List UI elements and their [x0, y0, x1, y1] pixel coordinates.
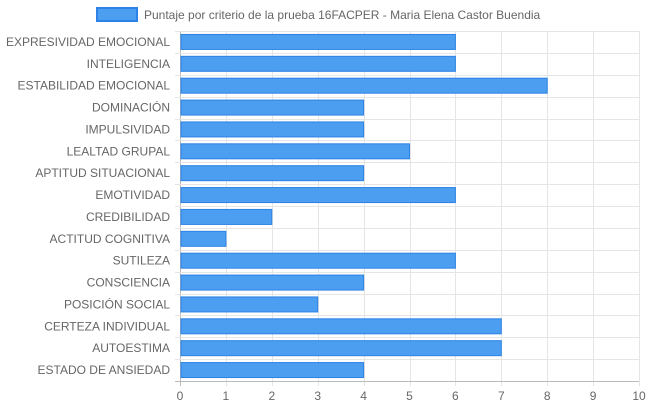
y-tick-label: POSICIÓN SOCIAL: [64, 296, 170, 311]
bar-11[interactable]: [180, 274, 365, 291]
y-tick-label: CONSCIENCIA: [87, 276, 170, 290]
y-tick-label: CERTEZA INDIVIDUAL: [44, 319, 170, 333]
y-tick-label: AUTOESTIMA: [92, 341, 170, 355]
bars: [180, 33, 548, 379]
y-tick-label: EXPRESIVIDAD EMOCIONAL: [6, 35, 170, 49]
x-tick-label: 3: [314, 389, 321, 403]
legend-swatch: [96, 7, 138, 22]
bar-5[interactable]: [180, 143, 410, 160]
x-tick-label: 7: [498, 389, 505, 403]
x-tick-label: 8: [544, 389, 551, 403]
y-tick-label: ESTADO DE ANSIEDAD: [38, 363, 171, 377]
y-tick-label: DOMINACIÓN: [92, 100, 170, 115]
bar-6[interactable]: [180, 165, 365, 182]
bar-15[interactable]: [180, 362, 365, 379]
x-tick-label: 0: [177, 389, 184, 403]
bar-8[interactable]: [180, 208, 273, 225]
bar-9[interactable]: [180, 230, 227, 247]
x-axis-labels: 0 1 2 3 4 5 6 7 8 9 10: [177, 389, 646, 403]
bar-13[interactable]: [180, 318, 502, 335]
bar-10[interactable]: [180, 252, 456, 269]
bar-2[interactable]: [180, 77, 548, 94]
x-tick-label: 9: [590, 389, 597, 403]
y-tick-label: LEALTAD GRUPAL: [67, 144, 171, 158]
bar-7[interactable]: [180, 187, 456, 204]
x-tick-label: 4: [360, 389, 367, 403]
bar-14[interactable]: [180, 340, 502, 357]
x-tick-label: 1: [223, 389, 230, 403]
x-tick-label: 5: [406, 389, 413, 403]
legend-label: Puntaje por criterio de la prueba 16FACP…: [144, 8, 541, 22]
bar-1[interactable]: [180, 55, 456, 72]
bar-12[interactable]: [180, 296, 319, 313]
bar-3[interactable]: [180, 99, 365, 116]
y-tick-label: SUTILEZA: [113, 254, 170, 268]
y-tick-label: ACTITUD COGNITIVA: [50, 232, 170, 246]
y-tick-label: CREDIBILIDAD: [86, 210, 170, 224]
bar-4[interactable]: [180, 121, 365, 138]
y-tick-label: INTELIGENCIA: [87, 57, 170, 71]
y-tick-label: ESTABILIDAD EMOCIONAL: [18, 79, 171, 93]
x-tick-label: 10: [632, 389, 646, 403]
x-tick-label: 2: [268, 389, 275, 403]
bar-0[interactable]: [180, 33, 456, 50]
y-tick-label: APTITUD SITUACIONAL: [35, 166, 170, 180]
y-tick-label: EMOTIVIDAD: [95, 188, 170, 202]
x-tick-label: 6: [452, 389, 459, 403]
y-tick-label: IMPULSIVIDAD: [85, 122, 170, 136]
legend[interactable]: Puntaje por criterio de la prueba 16FACP…: [96, 7, 541, 22]
y-axis-labels: EXPRESIVIDAD EMOCIONAL INTELIGENCIA ESTABI…: [6, 35, 170, 377]
